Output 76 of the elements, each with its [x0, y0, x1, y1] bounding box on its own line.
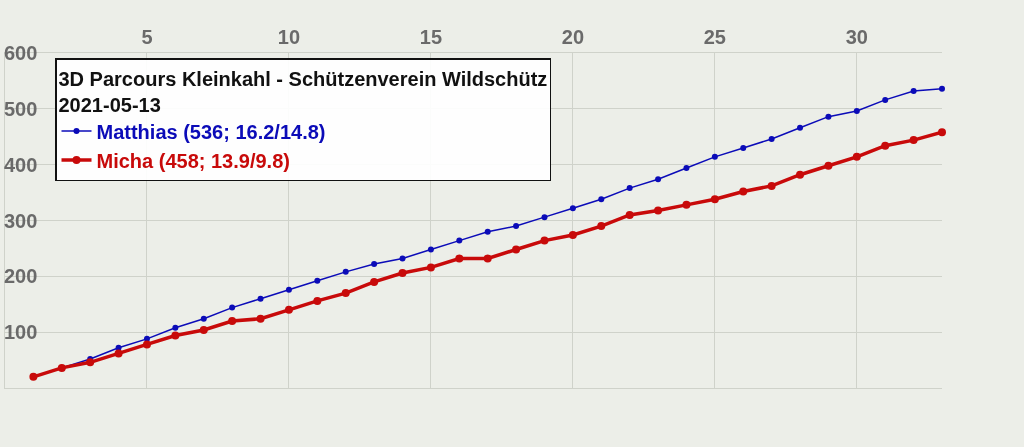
point: [739, 187, 748, 196]
point: [853, 108, 860, 115]
point: [285, 286, 292, 293]
text: 3D Parcours Kleinkahl - Schützenverein Wildschütz: [58, 67, 548, 90]
point: [342, 268, 349, 275]
y-tick-label: 300: [4, 209, 38, 232]
point: [172, 324, 179, 331]
y-tick-label: 100: [4, 321, 38, 344]
point: [370, 277, 379, 286]
point: [200, 315, 207, 322]
legend-label: Matthias (536; 16.2/14.8): [96, 120, 326, 143]
point: [427, 246, 434, 253]
point: [710, 195, 719, 204]
point: [86, 358, 95, 367]
point: [767, 181, 776, 190]
point: [824, 161, 833, 170]
point: [143, 335, 150, 342]
point: [569, 205, 576, 212]
point: [114, 349, 123, 358]
x-tick-label: 20: [561, 26, 585, 48]
point: [568, 231, 577, 240]
point: [711, 153, 718, 160]
point: [740, 144, 747, 151]
point: [825, 113, 832, 120]
point: [881, 141, 890, 150]
point: [626, 185, 633, 192]
point: [683, 165, 690, 172]
point: [484, 228, 491, 235]
point: [541, 214, 548, 221]
point: [398, 268, 407, 277]
point: [171, 331, 180, 340]
point: [371, 261, 378, 268]
point: [199, 325, 208, 334]
point: [512, 245, 521, 254]
point: [513, 223, 520, 230]
point: [882, 96, 889, 103]
point: [142, 340, 151, 349]
point: [341, 289, 350, 298]
point: [228, 317, 237, 325]
point: [654, 206, 663, 215]
point: [455, 254, 464, 263]
x-tick-label: 30: [845, 26, 868, 48]
point: [540, 236, 549, 245]
point: [284, 305, 293, 314]
point: [456, 237, 463, 244]
point: [483, 254, 492, 263]
point: [938, 128, 946, 137]
text: 2021-05-13: [58, 93, 161, 116]
point: [314, 277, 321, 284]
y-tick-label: 500: [4, 97, 38, 120]
point: [939, 85, 945, 92]
point: [313, 296, 322, 305]
x-tick-label: 15: [419, 26, 443, 48]
point: [796, 170, 805, 179]
point: [910, 87, 917, 94]
y-tick-label: 600: [4, 42, 38, 64]
y-tick-label: 400: [4, 153, 38, 176]
point: [256, 314, 265, 323]
point: [655, 176, 662, 183]
point: [229, 304, 236, 311]
x-tick-label: 5: [141, 26, 153, 48]
x-tick-label: 25: [703, 26, 726, 48]
point: [909, 136, 918, 145]
point: [852, 152, 861, 161]
y-tick-label: 200: [4, 265, 38, 288]
point: [598, 196, 605, 203]
point: [426, 263, 435, 272]
x-tick-label: 10: [277, 26, 301, 48]
point: [682, 200, 691, 209]
point: [597, 222, 606, 231]
point: [768, 135, 775, 142]
point: [797, 124, 804, 131]
point: [257, 295, 264, 302]
legend-label: Micha (458; 13.9/9.8): [96, 149, 290, 172]
point: [399, 255, 406, 262]
point: [625, 210, 634, 219]
